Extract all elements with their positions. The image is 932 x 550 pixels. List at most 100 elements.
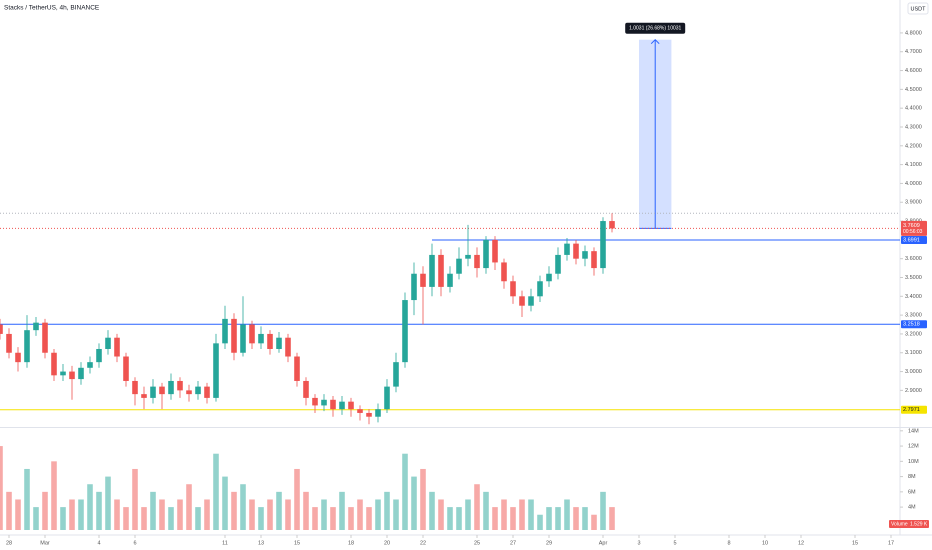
volume-bar bbox=[519, 499, 525, 530]
volume-bar bbox=[249, 499, 255, 530]
y-tick-label: 4.0000 bbox=[905, 181, 922, 187]
x-tick-label: 25 bbox=[474, 540, 480, 546]
candle-body bbox=[384, 386, 390, 410]
candle-body bbox=[69, 371, 75, 380]
y-tick-label: 3.0000 bbox=[905, 369, 922, 375]
volume-bar bbox=[96, 491, 102, 530]
candle-body bbox=[465, 254, 471, 259]
volume-bar bbox=[564, 499, 570, 530]
y-tick-label: 4.1000 bbox=[905, 162, 922, 168]
volume-bar bbox=[159, 499, 165, 530]
candle-body bbox=[42, 322, 48, 353]
volume-bar bbox=[0, 446, 3, 530]
price-label: 2.7971 bbox=[903, 407, 920, 413]
volume-bar bbox=[537, 514, 543, 530]
volume-bar bbox=[267, 499, 273, 530]
candle-body bbox=[60, 371, 66, 376]
x-tick-label: 5 bbox=[673, 540, 676, 546]
candle-body bbox=[366, 412, 372, 417]
volume-bar bbox=[303, 491, 309, 530]
x-tick-label: 15 bbox=[852, 540, 858, 546]
volume-bar bbox=[555, 507, 561, 530]
candle-body bbox=[483, 239, 489, 269]
volume-bar bbox=[78, 499, 84, 530]
volume-bar bbox=[24, 468, 30, 530]
measure-label-box bbox=[625, 22, 686, 34]
volume-bar bbox=[438, 499, 444, 530]
volume-bar bbox=[384, 491, 390, 530]
volume-bar bbox=[600, 491, 606, 530]
candle-body bbox=[330, 399, 336, 410]
x-tick-label: Mar bbox=[40, 540, 50, 546]
candle-body bbox=[528, 296, 534, 306]
candle-body bbox=[141, 394, 147, 398]
y-tick-label: 3.1000 bbox=[905, 350, 922, 356]
volume-bar bbox=[141, 507, 147, 530]
volume-bar bbox=[285, 499, 291, 530]
candle-body bbox=[357, 409, 363, 413]
volume-bar bbox=[339, 491, 345, 530]
volume-bar bbox=[492, 507, 498, 530]
price-label-box bbox=[901, 220, 927, 236]
price-label-box bbox=[901, 320, 927, 329]
candle-body bbox=[600, 221, 606, 269]
candle-body bbox=[564, 243, 570, 255]
volume-bar bbox=[366, 507, 372, 530]
volume-bar bbox=[573, 507, 579, 530]
price-label: 3.2518 bbox=[903, 322, 920, 328]
price-label: 3.6991 bbox=[903, 237, 920, 243]
candle-body bbox=[375, 409, 381, 417]
volume-bar bbox=[393, 499, 399, 530]
volume-tick-label: 8M bbox=[908, 474, 916, 480]
volume-bar bbox=[456, 507, 462, 530]
candle-body bbox=[222, 318, 228, 344]
x-tick-label: 8 bbox=[727, 540, 730, 546]
x-tick-label: 11 bbox=[222, 540, 228, 546]
candle-body bbox=[33, 322, 39, 331]
candle-body bbox=[609, 221, 615, 229]
candle-body bbox=[420, 273, 426, 287]
candle-body bbox=[537, 281, 543, 297]
y-tick-label: 4.2000 bbox=[905, 143, 922, 149]
candle-body bbox=[150, 386, 156, 398]
candle-body bbox=[267, 333, 273, 349]
volume-bar bbox=[6, 491, 12, 530]
x-tick-label: 10 bbox=[762, 540, 768, 546]
candle-body bbox=[591, 251, 597, 269]
volume-bar bbox=[186, 484, 192, 530]
currency-box[interactable] bbox=[907, 2, 929, 15]
candle-body bbox=[573, 243, 579, 259]
volume-bar bbox=[60, 507, 66, 530]
y-tick-label: 3.5000 bbox=[905, 275, 922, 281]
candle-body bbox=[276, 337, 282, 349]
candle-body bbox=[78, 367, 84, 380]
volume-bar bbox=[87, 484, 93, 530]
price-label: 3.7609 bbox=[903, 223, 920, 229]
candle-body bbox=[132, 380, 138, 395]
candle-body bbox=[168, 380, 174, 395]
candle-body bbox=[159, 386, 165, 395]
candle-body bbox=[6, 333, 12, 353]
volume-bar bbox=[195, 507, 201, 530]
candle-body bbox=[402, 300, 408, 363]
candle-body bbox=[474, 254, 480, 269]
volume-bar bbox=[258, 507, 264, 530]
candle-body bbox=[312, 397, 318, 406]
candle-body bbox=[96, 348, 102, 363]
x-tick-label: 29 bbox=[546, 540, 552, 546]
volume-tick-label: 4M bbox=[908, 505, 916, 511]
x-tick-label: 28 bbox=[6, 540, 12, 546]
x-tick-label: 12 bbox=[798, 540, 804, 546]
candle-body bbox=[438, 254, 444, 287]
y-tick-label: 3.2000 bbox=[905, 331, 922, 337]
y-tick-label: 3.6000 bbox=[905, 256, 922, 262]
candle-body bbox=[555, 254, 561, 274]
volume-bar bbox=[501, 499, 507, 530]
volume-bar bbox=[330, 507, 336, 530]
volume-bar bbox=[420, 468, 426, 530]
measure-arrowhead bbox=[650, 38, 660, 45]
candle-body bbox=[186, 390, 192, 395]
candle-body bbox=[348, 401, 354, 410]
candle-body bbox=[24, 330, 30, 363]
